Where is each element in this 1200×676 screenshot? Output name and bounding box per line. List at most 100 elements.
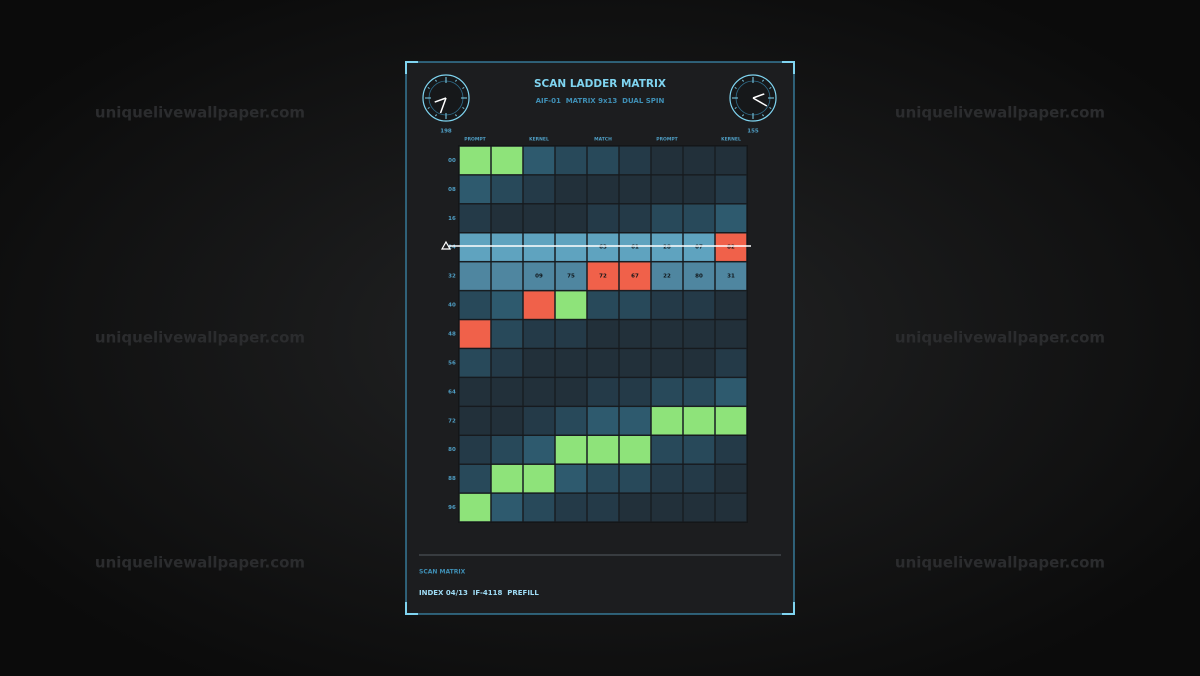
watermark: uniquelivewallpaper.com: [95, 104, 305, 122]
cell-value: 80: [695, 274, 703, 280]
matrix-cell: [459, 406, 491, 435]
matrix-cell: [587, 204, 619, 233]
column-label: KERNEL: [721, 137, 741, 143]
footer-status: INDEX 04/13 IF-4118 PREFILL: [419, 589, 539, 597]
row-label: 24: [448, 245, 456, 251]
row-label: 48: [448, 332, 456, 338]
matrix-cell: [491, 233, 523, 262]
matrix-cell: [683, 493, 715, 522]
matrix-cell: [459, 435, 491, 464]
matrix-cell: [715, 146, 747, 175]
matrix-cell: [523, 493, 555, 522]
matrix-cell: [523, 377, 555, 407]
matrix-cell: [491, 377, 523, 407]
cell-value: 82: [727, 245, 735, 251]
matrix-cell: [523, 261, 555, 291]
row-label: 72: [448, 418, 456, 424]
matrix-cell: [491, 493, 523, 522]
cell-value: 09: [535, 274, 543, 280]
matrix-cell: [491, 261, 523, 291]
matrix-cell: [715, 204, 747, 233]
subtitle: AIF-01 MATRIX 9x13 DUAL SPIN: [536, 97, 665, 105]
dial-tick: [455, 79, 457, 82]
matrix-cell: [683, 406, 715, 435]
matrix-cell: [523, 233, 555, 262]
matrix-cell: [619, 377, 651, 407]
matrix-cell: [555, 493, 587, 522]
matrix-cell: [683, 435, 715, 464]
matrix-cell: [587, 261, 619, 291]
matrix-cell: [491, 204, 523, 233]
cell-value: 67: [631, 274, 639, 280]
row-label: 32: [448, 274, 456, 280]
row-label: 80: [448, 447, 456, 453]
matrix-cell: [555, 348, 587, 378]
matrix-cell: [619, 464, 651, 493]
column-label: PROMPT: [656, 137, 678, 143]
dial-label: 198: [440, 129, 452, 135]
row-label: 88: [448, 476, 456, 482]
watermark: uniquelivewallpaper.com: [95, 329, 305, 347]
row-label: 64: [448, 389, 456, 395]
matrix-cell: [619, 319, 651, 349]
dial-tick: [762, 79, 764, 82]
cell-value: 28: [663, 245, 671, 251]
scan-marker: [440, 240, 452, 250]
matrix-cell: [715, 261, 747, 291]
matrix-cell: [587, 175, 619, 204]
matrix-cell: [523, 319, 555, 349]
matrix-cell: [651, 233, 683, 262]
title: SCAN LADDER MATRIX: [534, 78, 666, 90]
matrix-cell: [619, 146, 651, 175]
matrix-cell: [587, 377, 619, 407]
matrix-cell: [651, 406, 683, 435]
cell-value: 07: [695, 245, 703, 251]
row-label: 56: [448, 360, 456, 366]
row-label: 40: [448, 303, 456, 309]
matrix-cell: [651, 377, 683, 407]
dial-tick: [742, 114, 744, 117]
dial-tick: [769, 87, 772, 89]
matrix-cell: [523, 348, 555, 378]
watermark: uniquelivewallpaper.com: [895, 554, 1105, 572]
matrix-cell: [619, 493, 651, 522]
dial-label: 155: [747, 129, 759, 135]
matrix-cell: [459, 261, 491, 291]
matrix-cell: [651, 493, 683, 522]
matrix-cell: [683, 348, 715, 378]
matrix-cell: [459, 319, 491, 349]
row-label: 00: [448, 158, 456, 164]
matrix-cell: [715, 377, 747, 407]
matrix-cell: [619, 406, 651, 435]
dial-tick: [435, 114, 437, 117]
matrix-cell: [459, 377, 491, 407]
matrix-cell: [683, 175, 715, 204]
matrix-cell: [491, 406, 523, 435]
matrix-cell: [715, 233, 747, 262]
dial-tick: [462, 87, 465, 89]
matrix-cell: [587, 406, 619, 435]
dial-hand: [439, 97, 447, 114]
matrix-cell: [523, 435, 555, 464]
matrix-cell: [683, 319, 715, 349]
column-label: PROMPT: [464, 137, 486, 143]
matrix-cell: [683, 290, 715, 320]
dial-hand: [752, 93, 765, 99]
dials: [422, 74, 777, 122]
matrix-cell: [715, 319, 747, 349]
matrix-cell: [587, 435, 619, 464]
matrix-cell: [619, 204, 651, 233]
matrix-cell: [587, 290, 619, 320]
matrix-cell: [491, 435, 523, 464]
matrix-cell: [651, 290, 683, 320]
matrix-cell: [683, 204, 715, 233]
matrix-cell: [651, 146, 683, 175]
matrix-cell: [651, 319, 683, 349]
matrix-cell: [555, 377, 587, 407]
matrix-cell: [523, 406, 555, 435]
matrix-cell: [555, 233, 587, 262]
dial-tick: [462, 107, 465, 109]
dial-tick: [427, 87, 430, 89]
matrix-cell: [459, 290, 491, 320]
panel-corners: [405, 61, 795, 615]
